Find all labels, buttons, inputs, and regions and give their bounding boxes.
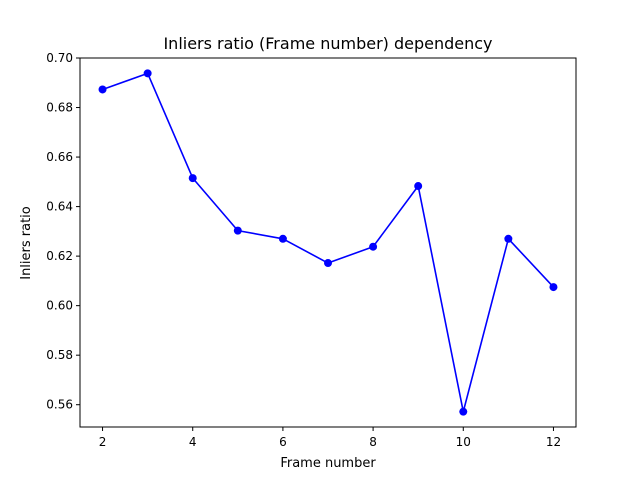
x-axis-ticks: 2 4 6 8 10 12 — [99, 427, 561, 449]
y-axis-ticks: 0.56 0.58 0.60 0.62 0.64 0.66 0.68 0.70 — [46, 51, 80, 412]
data-point — [324, 259, 332, 268]
y-tick-label: 0.58 — [46, 348, 73, 362]
data-point — [188, 174, 197, 183]
plot-area-frame — [79, 57, 577, 428]
y-tick-label: 0.70 — [46, 51, 73, 65]
data-point — [233, 226, 242, 235]
y-tick-label: 0.56 — [46, 398, 73, 412]
y-tick-label: 0.60 — [46, 299, 73, 313]
y-tick-label: 0.66 — [46, 150, 73, 164]
data-point — [278, 234, 287, 243]
y-tick-label: 0.64 — [46, 200, 73, 214]
data-point — [459, 407, 468, 416]
x-tick-label: 6 — [279, 435, 287, 449]
series-layer — [98, 69, 558, 416]
x-tick-label: 10 — [456, 435, 471, 449]
data-point — [504, 234, 513, 243]
data-point — [98, 85, 107, 94]
y-tick-label: 0.68 — [46, 101, 73, 115]
chart-title: Inliers ratio (Frame number) dependency — [163, 34, 492, 53]
data-point — [414, 182, 423, 191]
x-tick-label: 12 — [546, 435, 561, 449]
data-point — [369, 242, 378, 251]
y-tick-label: 0.62 — [46, 249, 73, 263]
x-tick-label: 8 — [369, 435, 377, 449]
data-point — [143, 69, 152, 78]
data-point — [549, 283, 558, 292]
x-axis-label: Frame number — [280, 456, 376, 471]
y-axis-label: Inliers ratio — [19, 206, 34, 280]
x-tick-label: 2 — [99, 435, 107, 449]
x-tick-label: 4 — [189, 435, 197, 449]
